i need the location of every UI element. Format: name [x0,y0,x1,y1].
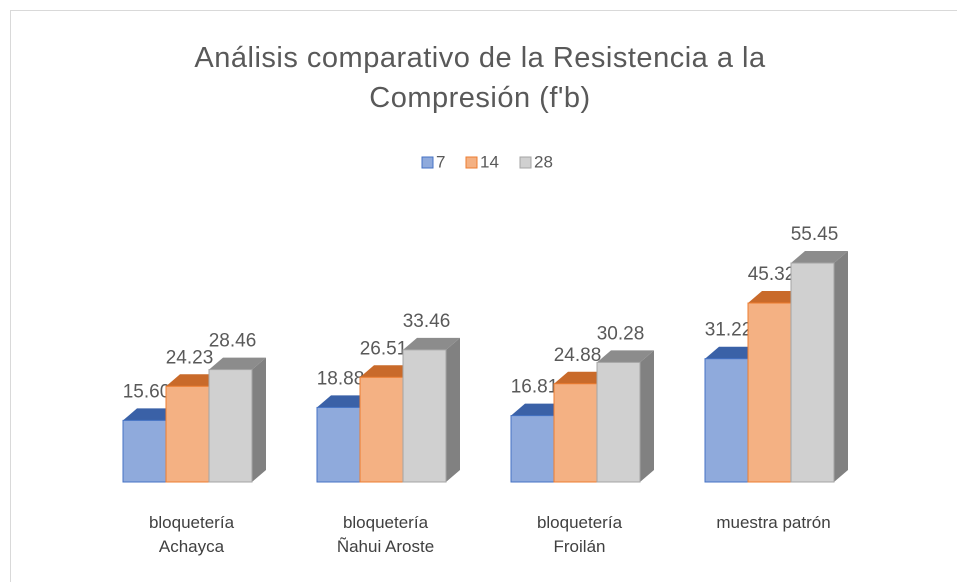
x-tick-label: bloquetería Achayca [148,513,235,556]
bar-front [790,262,835,483]
data-label: 33.46 [403,311,451,332]
data-label: 45.32 [748,264,796,285]
bar-front [553,383,598,483]
data-label: 24.88 [554,345,602,366]
chart-border [10,10,957,582]
data-label: 31.22 [705,320,753,341]
legend-swatch [519,156,532,169]
bar [790,251,848,483]
bar-front [122,419,167,483]
data-label: 55.45 [791,224,839,245]
bar-side [252,357,266,482]
bar-top [791,251,848,263]
bar-front [402,349,447,483]
data-label: 18.88 [317,368,365,389]
data-label: 16.81 [511,377,559,398]
bar-side [640,350,654,482]
legend-swatch [465,156,478,169]
data-label: 30.28 [597,323,645,344]
legend-swatch [421,156,434,169]
bar-side [446,337,460,482]
bar [596,350,654,483]
bar-front [510,415,555,483]
bar-top [403,337,460,350]
data-label: 24.23 [166,347,214,368]
x-tick-label: muestra patrón [716,513,831,532]
x-tick-label: bloquetería Ñahui Aroste [336,513,435,556]
bar-front [747,302,792,483]
bar-front [165,385,210,483]
legend-label: 28 [534,152,553,171]
legend-label: 14 [480,152,499,171]
data-label: 26.51 [360,338,408,359]
x-tick-label: bloquetería Froilán [536,513,623,556]
bar-top [597,350,654,363]
bar-front [359,376,404,483]
legend-label: 7 [436,152,445,171]
bar [402,337,460,483]
bar-top [209,357,266,370]
bar-front [316,406,361,483]
data-label: 28.46 [209,331,257,352]
bar-front [704,358,749,483]
bar-front [596,361,641,483]
bar [208,357,266,483]
data-label: 15.60 [123,381,171,402]
bar-side [834,251,848,482]
bar-front [208,369,253,483]
chart-title: Análisis comparativo de la Resistencia a… [194,42,766,114]
